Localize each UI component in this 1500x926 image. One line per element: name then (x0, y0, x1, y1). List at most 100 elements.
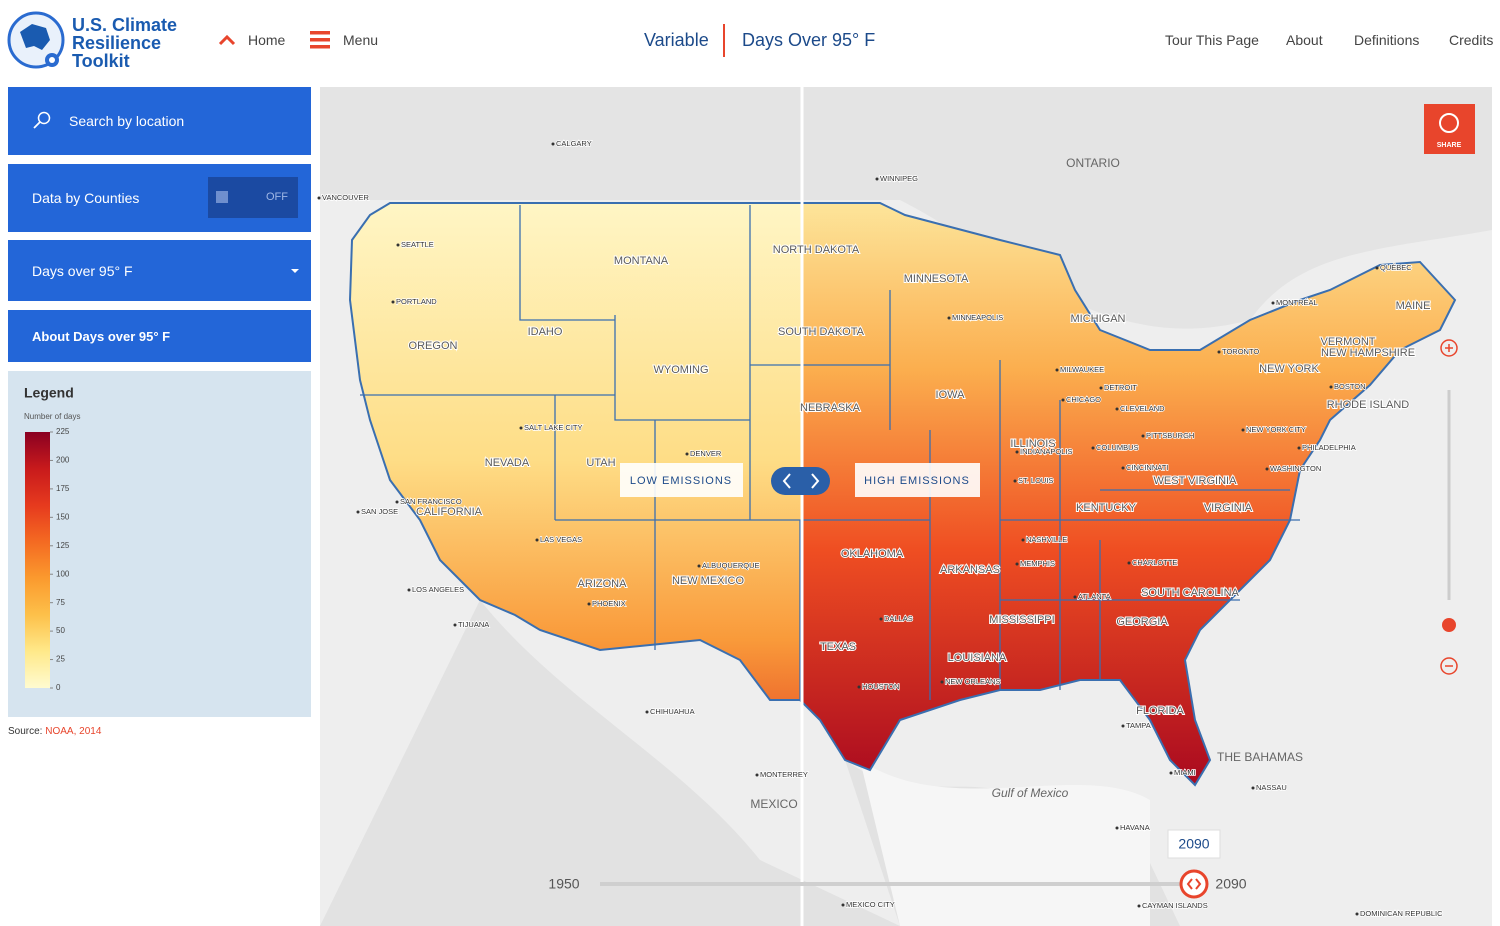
state-label: KENTUCKY (1076, 502, 1137, 514)
city-label: ALBUQUERQUE (702, 561, 760, 570)
state-label: GEORGIA (1116, 616, 1168, 628)
city-dot (1073, 595, 1077, 599)
share-button[interactable] (1424, 104, 1475, 154)
us-border (348, 202, 1457, 787)
share-icon (1439, 113, 1459, 133)
swipe-handle[interactable] (771, 467, 830, 495)
legend-panel: Legend Number of days 0 25 50 75 100 125 150 17… (8, 371, 311, 717)
city-dot (1115, 407, 1119, 411)
city-dot (519, 426, 523, 430)
timeline-handle-icon (1186, 878, 1202, 890)
city-dot (551, 142, 555, 146)
legend-subtitle: Number of days (24, 412, 80, 421)
timeline-tooltip-label: 2090 (1178, 836, 1209, 852)
city-label: PHILADELPHIA (1302, 443, 1356, 452)
about-panel[interactable]: About Days over 95° F (8, 310, 311, 362)
city-label: TAMPA (1126, 721, 1151, 730)
city-label: CHICAGO (1066, 395, 1101, 404)
city-label: MEMPHIS (1020, 559, 1055, 568)
high-emissions-box (855, 463, 980, 497)
city-label: NASHVILLE (1026, 535, 1067, 544)
state-label: FLORIDA (1136, 705, 1184, 717)
divider (723, 24, 725, 57)
nav-link[interactable]: Definitions (1354, 32, 1420, 48)
city-dot (1091, 446, 1095, 450)
zoom-in[interactable] (1440, 339, 1458, 357)
legend-tick-label: 25 (56, 655, 65, 664)
city-dot (697, 564, 701, 568)
city-label: SALT LAKE CITY (524, 423, 583, 432)
legend: Legend Number of days 0 25 50 75 100 125 150 17… (24, 385, 80, 692)
zoom-thumb[interactable] (1442, 618, 1456, 632)
home-link[interactable]: Home (248, 32, 286, 48)
nav-link[interactable]: Tour This Page (1165, 32, 1259, 48)
city-label: HOUSTON (862, 682, 899, 691)
search-panel[interactable]: Search by location (8, 87, 311, 155)
city-dot (879, 617, 883, 621)
city-label: SAN FRANCISCO (400, 497, 462, 506)
logo-line: U.S. Climate (72, 15, 178, 35)
city-label: HAVANA (1120, 823, 1150, 832)
city-dot (940, 680, 944, 684)
timeline-tooltip (1167, 829, 1221, 859)
low-emissions-heat (350, 203, 802, 785)
logo-text[interactable]: U.S. Climate Resilience Toolkit (72, 16, 177, 70)
city-label: PHOENIX (592, 599, 626, 608)
city-label: SAN JOSE (361, 507, 398, 516)
city-label: NEW ORLEANS (945, 677, 1000, 686)
low-emissions-box (620, 463, 743, 497)
city-dot (535, 538, 539, 542)
toggle[interactable]: OFF (208, 177, 298, 218)
menu-link[interactable]: Menu (343, 32, 379, 48)
city-label: MEXICO CITY (846, 900, 895, 909)
city-dot (645, 710, 649, 714)
variable-label: Days over 95° F (32, 262, 133, 279)
city-dot (1015, 562, 1019, 566)
city-label: CHARLOTTE (1132, 558, 1177, 567)
variable-select[interactable]: Days Over 95° F (742, 30, 876, 50)
timeline-handle[interactable] (1179, 869, 1209, 899)
legend-tick-label: 75 (56, 598, 65, 607)
logo-icon (7, 11, 65, 69)
city-label: INDIANAPOLIS (1020, 447, 1073, 456)
city-dot (1137, 904, 1141, 908)
state-label: NEW HAMPSHIRE (1321, 347, 1415, 359)
city-label: DENVER (690, 449, 722, 458)
city-dot (1297, 446, 1301, 450)
legend-title: Legend (24, 385, 74, 401)
city-dot (1355, 912, 1359, 916)
city-label: PITTSBURGH (1146, 431, 1194, 440)
city-label: MONTERREY (760, 770, 808, 779)
zoom-out[interactable] (1440, 657, 1458, 675)
gulf (860, 760, 1150, 926)
city-dot (1013, 479, 1017, 483)
timeline-start: 1950 (548, 876, 579, 892)
city-dot (841, 903, 845, 907)
city-dot (1127, 561, 1131, 565)
city-dot (1217, 350, 1221, 354)
nav-link[interactable]: Credits (1449, 32, 1494, 48)
city-label: CAYMAN ISLANDS (1142, 901, 1208, 910)
legend-tick-label: 200 (56, 456, 70, 465)
variable-panel[interactable]: Days over 95° F (8, 240, 311, 301)
city-dot (587, 602, 591, 606)
city-label: VANCOUVER (322, 193, 370, 202)
city-label: COLUMBUS (1096, 443, 1139, 452)
city-dot (1099, 386, 1103, 390)
colorbar (25, 432, 50, 688)
menu-icon (310, 31, 330, 49)
state-label: OREGON (409, 340, 458, 352)
search-label: Search by location (69, 113, 185, 129)
city-label: PORTLAND (396, 297, 437, 306)
city-label: WINNIPEG (880, 174, 918, 183)
city-label: MILWAUKEE (1060, 365, 1104, 374)
toggle-label: OFF (266, 191, 288, 203)
nav-link[interactable]: About (1286, 32, 1323, 48)
city-dot (1121, 724, 1125, 728)
state-label: MONTANA (614, 255, 669, 267)
state-label: WEST VIRGINIA (1154, 475, 1238, 487)
city-dot (755, 773, 759, 777)
legend-tick-label: 100 (56, 569, 70, 578)
source-link[interactable]: NOAA, 2014 (45, 726, 102, 737)
state-label: VIRGINIA (1204, 502, 1253, 514)
